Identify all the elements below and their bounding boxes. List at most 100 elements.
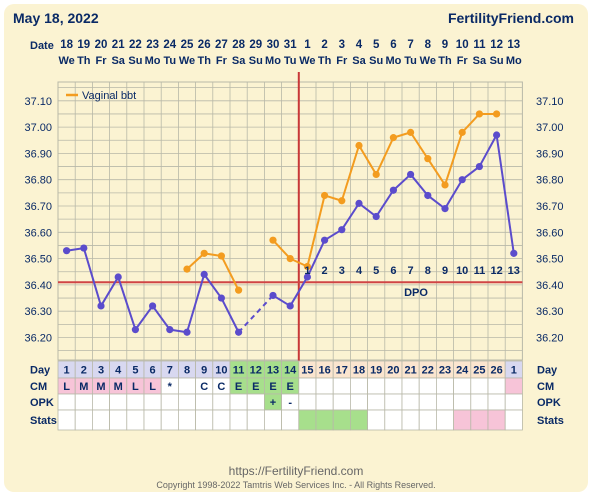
temperature-point bbox=[475, 162, 483, 171]
date-cell: 30 bbox=[267, 39, 280, 51]
stats-row-label-right: Stats bbox=[537, 415, 564, 427]
date-cell: 3 bbox=[339, 39, 345, 51]
footer-url: https://FertilityFriend.com bbox=[229, 464, 364, 478]
vaginal-segment bbox=[358, 144, 378, 175]
opk-cell bbox=[92, 393, 111, 411]
date-cell: 8 bbox=[425, 39, 432, 51]
temperature-point bbox=[131, 326, 139, 334]
cycle-day: 24 bbox=[456, 365, 469, 377]
opk-cell bbox=[195, 393, 214, 411]
weekday-cell: We bbox=[179, 55, 195, 67]
date-cell: 1 bbox=[304, 39, 311, 51]
cm-value: E bbox=[235, 381, 242, 393]
cm-cell bbox=[504, 377, 523, 395]
cm-value: * bbox=[168, 381, 173, 393]
plot-frame bbox=[57, 81, 523, 361]
temperature-point bbox=[166, 326, 174, 334]
cm-cell bbox=[401, 377, 420, 395]
cycle-day: 18 bbox=[353, 365, 365, 377]
stats-cell bbox=[143, 409, 162, 431]
cycle-day: 19 bbox=[370, 365, 382, 377]
weekday-cell: Tu bbox=[404, 55, 417, 67]
cm-value: M bbox=[79, 381, 88, 393]
temperature-point bbox=[63, 247, 71, 255]
dpo-number: 1 bbox=[304, 265, 310, 277]
dpo-number: 12 bbox=[490, 265, 502, 277]
date-cell: 4 bbox=[356, 39, 363, 51]
date-row-label: Date bbox=[30, 40, 54, 52]
date-cell: 18 bbox=[60, 39, 73, 51]
dpo-number: 2 bbox=[322, 265, 328, 277]
date-cell: 11 bbox=[473, 39, 486, 51]
weekday-cell: Su bbox=[490, 55, 504, 67]
temperature-segment bbox=[220, 297, 240, 333]
y-tick-label-right: 36.40 bbox=[536, 280, 564, 292]
date-cell: 23 bbox=[146, 39, 159, 51]
stats-cell bbox=[160, 409, 179, 431]
chart-date-title: May 18, 2022 bbox=[13, 10, 99, 26]
opk-cell bbox=[418, 393, 437, 411]
vaginal-point bbox=[389, 134, 397, 142]
weekday-cell: Fr bbox=[96, 55, 108, 67]
cm-row-label-right: CM bbox=[537, 381, 554, 393]
date-cell: 25 bbox=[181, 39, 194, 51]
weekday-cell: Fr bbox=[216, 55, 228, 67]
temperature-segment bbox=[289, 276, 309, 307]
stats-cell bbox=[435, 409, 454, 431]
temperature-point bbox=[407, 170, 415, 179]
date-cell: 19 bbox=[77, 39, 90, 51]
weekday-cell: Mo bbox=[385, 55, 401, 67]
temperature-point bbox=[355, 199, 363, 207]
opk-cell bbox=[435, 393, 454, 411]
cm-value: L bbox=[132, 381, 139, 393]
temperature-point bbox=[441, 205, 449, 213]
opk-cell bbox=[332, 393, 351, 411]
stats-cell bbox=[315, 409, 334, 431]
cycle-day: 14 bbox=[284, 365, 297, 377]
stats-cell bbox=[470, 409, 489, 431]
cm-cell bbox=[384, 377, 403, 395]
stats-row-label: Stats bbox=[30, 415, 57, 427]
opk-cell bbox=[57, 393, 76, 411]
weekday-cell: We bbox=[299, 55, 315, 67]
stats-cell bbox=[367, 409, 386, 431]
opk-cell bbox=[143, 393, 162, 411]
vaginal-segment bbox=[220, 255, 240, 291]
opk-cell bbox=[487, 393, 506, 411]
dpo-number: 13 bbox=[508, 265, 520, 277]
weekday-cell: We bbox=[420, 55, 436, 67]
date-cell: 31 bbox=[284, 39, 297, 51]
cycle-day: 9 bbox=[201, 365, 207, 377]
date-cell: 5 bbox=[373, 39, 380, 51]
y-tick-label-left: 37.00 bbox=[24, 122, 52, 134]
opk-row-label-right: OPK bbox=[537, 397, 561, 409]
cycle-day: 21 bbox=[404, 365, 416, 377]
weekday-cell: Su bbox=[249, 55, 263, 67]
date-cell: 20 bbox=[95, 39, 108, 51]
cycle-day: 23 bbox=[439, 365, 451, 377]
y-tick-label-right: 36.60 bbox=[536, 227, 564, 239]
temperature-segment bbox=[186, 274, 206, 333]
temperature-point bbox=[389, 186, 397, 194]
cm-value: C bbox=[217, 381, 225, 393]
weekday-cell: Th bbox=[77, 55, 91, 67]
cm-cell bbox=[177, 377, 196, 395]
temperature-point bbox=[200, 270, 208, 278]
vaginal-segment bbox=[409, 131, 429, 160]
temperature-point bbox=[493, 131, 501, 139]
dpo-number: 4 bbox=[356, 265, 363, 277]
cm-cell bbox=[470, 377, 489, 395]
temperature-point bbox=[303, 273, 311, 281]
date-cell: 26 bbox=[198, 39, 211, 51]
cm-value: E bbox=[269, 381, 276, 393]
weekday-cell: Tu bbox=[284, 55, 297, 67]
vaginal-point bbox=[458, 128, 466, 136]
cm-value: E bbox=[287, 381, 294, 393]
date-cell: 2 bbox=[321, 39, 327, 51]
dpo-number: 3 bbox=[339, 265, 345, 277]
weekday-cell: Th bbox=[197, 55, 211, 67]
cycle-day: 22 bbox=[422, 365, 434, 377]
temperature-segment bbox=[100, 276, 120, 307]
opk-row-label: OPK bbox=[30, 397, 54, 409]
cm-value: C bbox=[200, 381, 208, 393]
